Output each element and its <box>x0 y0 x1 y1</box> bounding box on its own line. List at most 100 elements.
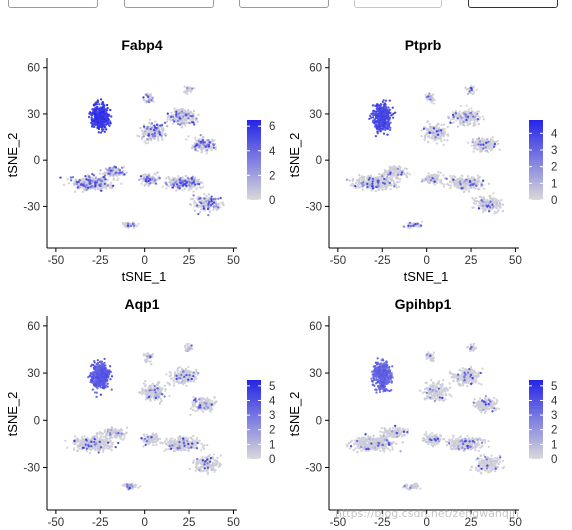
cell-point <box>190 112 193 115</box>
cell-point <box>387 114 390 117</box>
cell-point <box>118 169 122 172</box>
cell-point <box>383 122 387 126</box>
cell-point <box>192 194 195 197</box>
cell-point <box>371 182 374 185</box>
cell-point <box>197 113 200 117</box>
cell-point <box>393 174 396 177</box>
cell-point <box>492 192 495 195</box>
cell-point <box>366 185 369 189</box>
cell-point <box>108 166 111 170</box>
legend-tick-label: 2 <box>551 162 557 174</box>
cell-point <box>373 180 377 183</box>
cell-point <box>470 87 473 90</box>
cell-point <box>376 124 379 128</box>
top-tab-box-4[interactable] <box>354 0 442 8</box>
cell-point <box>143 177 146 180</box>
cell-point <box>482 204 485 207</box>
cell-point <box>159 124 162 127</box>
cell-point <box>390 183 393 186</box>
cell-point <box>468 180 472 183</box>
cell-point <box>376 184 380 187</box>
cell-point <box>143 183 147 186</box>
cell-point <box>205 152 209 155</box>
cell-point <box>487 182 491 185</box>
cell-point <box>154 120 157 123</box>
cell-point <box>147 179 150 183</box>
cell-point <box>147 184 150 187</box>
cell-point <box>467 175 470 178</box>
cell-point <box>208 141 212 144</box>
cell-point <box>481 140 484 143</box>
cell-point <box>393 182 396 186</box>
cell-point <box>381 106 384 109</box>
cell-point <box>388 181 392 185</box>
cell-point <box>116 179 119 182</box>
cell-point <box>423 135 427 138</box>
plot-title: Aqp1 <box>125 296 160 312</box>
cell-point <box>443 138 446 142</box>
y-axis-label: tSNE_2 <box>5 133 20 178</box>
cell-point <box>103 430 106 434</box>
cell-point <box>385 175 389 179</box>
cell-point <box>428 122 431 126</box>
cell-point <box>449 118 452 121</box>
cell-point <box>426 128 430 131</box>
cell-point <box>472 90 475 93</box>
cell-point <box>125 171 128 174</box>
cell-point <box>465 118 468 122</box>
cell-point <box>464 86 467 89</box>
cell-point <box>173 438 177 441</box>
x-axis-label: tSNE_1 <box>122 269 167 284</box>
cell-point <box>363 175 366 179</box>
x-tick-label: -25 <box>92 255 109 267</box>
cell-point <box>212 146 215 149</box>
cell-point <box>378 107 382 110</box>
cell-point <box>155 123 159 126</box>
cell-point <box>90 125 94 128</box>
top-tab-box-5[interactable] <box>468 0 558 8</box>
cell-point <box>356 180 360 183</box>
cell-point <box>106 168 109 172</box>
cell-point <box>474 141 477 144</box>
cell-point <box>85 182 88 185</box>
cell-point <box>473 178 476 182</box>
cell-point <box>463 112 467 116</box>
cell-point <box>206 396 209 400</box>
cell-point <box>380 118 384 121</box>
cell-point <box>187 108 190 112</box>
cell-point <box>358 185 361 189</box>
x-tick-label: -50 <box>330 255 347 267</box>
cell-point <box>107 113 110 117</box>
cell-point <box>212 201 216 204</box>
top-tab-box-3[interactable] <box>239 0 329 8</box>
cell-point <box>488 144 492 148</box>
cell-point <box>144 142 148 145</box>
cell-point <box>185 384 188 387</box>
legend-tick-label: 2 <box>269 170 275 182</box>
cell-point <box>192 121 195 124</box>
top-tab-box-2[interactable] <box>124 0 214 8</box>
cell-point <box>202 135 205 139</box>
cell-point <box>193 87 196 90</box>
cell-point <box>381 111 384 114</box>
cell-point <box>371 104 375 107</box>
cell-point <box>192 118 195 121</box>
cell-point <box>142 98 145 102</box>
cell-point <box>443 127 446 131</box>
cell-point <box>202 185 205 188</box>
top-tab-box-1[interactable] <box>8 0 98 8</box>
cell-point <box>195 143 198 147</box>
cell-point <box>358 173 361 177</box>
cell-point <box>206 472 210 476</box>
plot-title: Fabp4 <box>121 37 162 53</box>
cell-point <box>143 384 147 388</box>
cell-point <box>196 120 199 123</box>
cell-point <box>197 195 200 198</box>
cell-point <box>149 127 152 131</box>
cell-point <box>475 184 478 187</box>
cell-point <box>380 124 383 127</box>
cell-point <box>389 171 392 174</box>
cell-point <box>391 116 395 119</box>
